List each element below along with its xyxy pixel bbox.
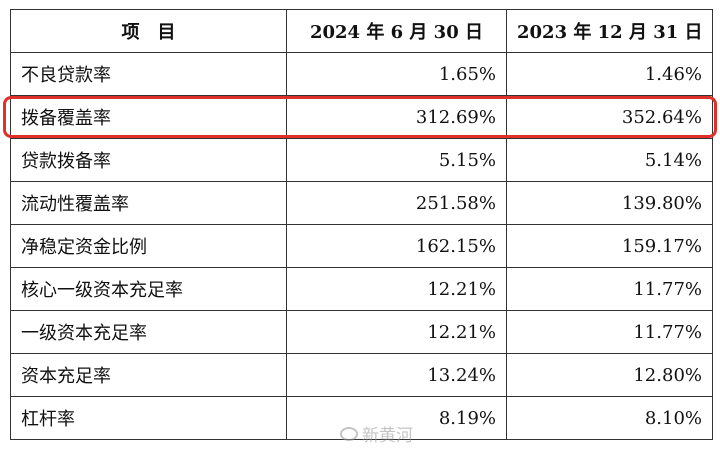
value-2024: 312.69%: [286, 95, 507, 139]
value-2024: 1.65%: [286, 52, 507, 96]
value-2023: 8.10%: [506, 396, 713, 440]
value-2023: 1.46%: [506, 52, 713, 96]
row-label: 不良贷款率: [10, 52, 287, 96]
value-2024: 162.15%: [286, 224, 507, 268]
row-label: 拨备覆盖率: [10, 95, 287, 139]
value-2023: 159.17%: [506, 224, 713, 268]
row-label: 资本充足率: [10, 353, 287, 397]
header-date-2024: 2024 年 6 月 30 日: [286, 9, 507, 53]
row-label: 一级资本充足率: [10, 310, 287, 354]
value-2024: 12.21%: [286, 267, 507, 311]
value-2024: 12.21%: [286, 310, 507, 354]
row-label: 流动性覆盖率: [10, 181, 287, 225]
value-2023: 11.77%: [506, 310, 713, 354]
table-row: 不良贷款率 1.65% 1.46%: [10, 52, 713, 96]
table-row: 一级资本充足率 12.21% 11.77%: [10, 310, 713, 354]
header-row: 项 目 2024 年 6 月 30 日 2023 年 12 月 31 日: [10, 9, 713, 53]
indicator-table: 项 目 2024 年 6 月 30 日 2023 年 12 月 31 日 不良贷…: [10, 9, 713, 440]
value-2023: 12.80%: [506, 353, 713, 397]
table-row: 杠杆率 8.19% 8.10%: [10, 396, 713, 440]
value-2024: 5.15%: [286, 138, 507, 182]
value-2024: 13.24%: [286, 353, 507, 397]
table-row: 净稳定资金比例 162.15% 159.17%: [10, 224, 713, 268]
value-2023: 352.64%: [506, 95, 713, 139]
table-row: 资本充足率 13.24% 12.80%: [10, 353, 713, 397]
table-row: 流动性覆盖率 251.58% 139.80%: [10, 181, 713, 225]
value-2024: 251.58%: [286, 181, 507, 225]
value-2023: 11.77%: [506, 267, 713, 311]
weibo-logo-icon: [340, 426, 358, 441]
table-row: 贷款拨备率 5.15% 5.14%: [10, 138, 713, 182]
value-2023: 139.80%: [506, 181, 713, 225]
watermark-text: 新黄河: [362, 426, 413, 446]
value-2023: 5.14%: [506, 138, 713, 182]
header-date-2023: 2023 年 12 月 31 日: [506, 9, 713, 53]
row-label: 贷款拨备率: [10, 138, 287, 182]
value-2024: 8.19%: [286, 396, 507, 440]
row-label: 净稳定资金比例: [10, 224, 287, 268]
row-label: 核心一级资本充足率: [10, 267, 287, 311]
table-row: 核心一级资本充足率 12.21% 11.77%: [10, 267, 713, 311]
table-row: 拨备覆盖率 312.69% 352.64%: [10, 95, 713, 139]
watermark: 新黄河: [340, 421, 413, 446]
header-item: 项 目: [10, 9, 287, 53]
row-label: 杠杆率: [10, 396, 287, 440]
